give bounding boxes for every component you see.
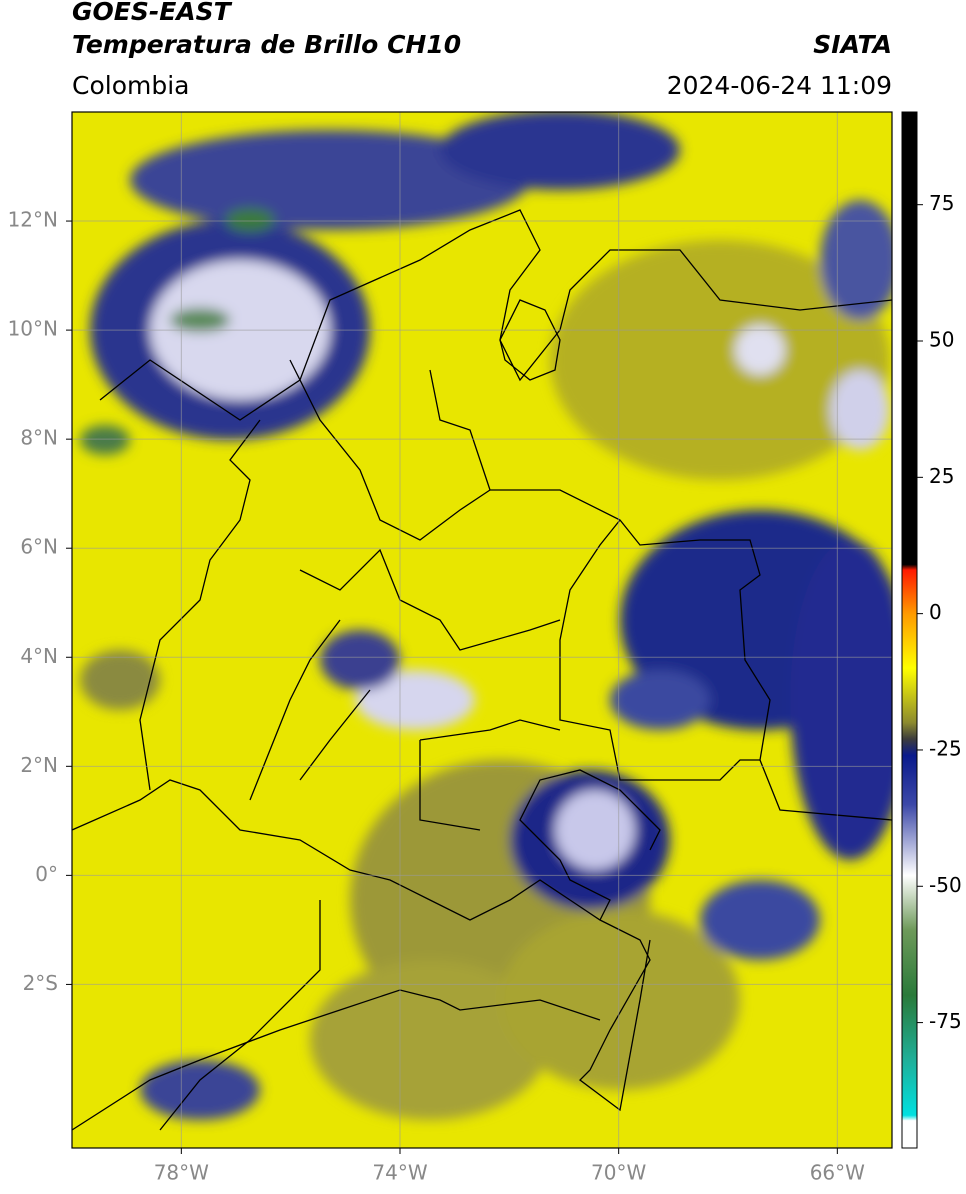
colorbar-tick-label: -25: [929, 736, 962, 760]
cloud-field: [80, 112, 892, 1120]
borders: [72, 209, 892, 1131]
y-tick-label: 6°N: [20, 535, 58, 559]
datetime: 2024-06-24 11:09: [667, 71, 892, 100]
y-tick-label: 10°N: [8, 317, 58, 341]
map-frame: [71, 111, 893, 1149]
x-tick-label: 78°W: [154, 1161, 209, 1185]
y-tick-label: 12°N: [8, 208, 58, 232]
title: GOES-EAST: [72, 0, 233, 26]
y-tick-label: 2°S: [23, 971, 58, 995]
colorbar-tick-label: -50: [929, 873, 962, 897]
y-tick-label: 0°: [35, 862, 58, 886]
colorbar-tick-label: 0: [929, 600, 942, 624]
colorbar-tick-label: 75: [929, 191, 954, 215]
grid: [72, 112, 892, 1148]
source: SIATA: [813, 30, 892, 59]
region: Colombia: [72, 71, 189, 100]
colorbar-tick-label: 25: [929, 464, 954, 488]
x-tick-label: 70°W: [591, 1161, 646, 1185]
y-tick-label: 2°N: [20, 753, 58, 777]
colorbar-tick-label: -75: [929, 1009, 962, 1033]
x-tick-label: 66°W: [810, 1161, 865, 1185]
satellite-image: [72, 112, 892, 1148]
colorbar: 75 50 25 0 -25 -50 -75: [901, 111, 962, 1149]
x-tick-label: 74°W: [372, 1161, 427, 1185]
y-tick-label: 4°N: [20, 644, 58, 668]
colorbar-fill: [901, 111, 918, 1149]
y-tick-label: 8°N: [20, 426, 58, 450]
subtitle: Temperatura de Brillo CH10: [72, 30, 461, 59]
colorbar-tick-label: 50: [929, 328, 954, 352]
